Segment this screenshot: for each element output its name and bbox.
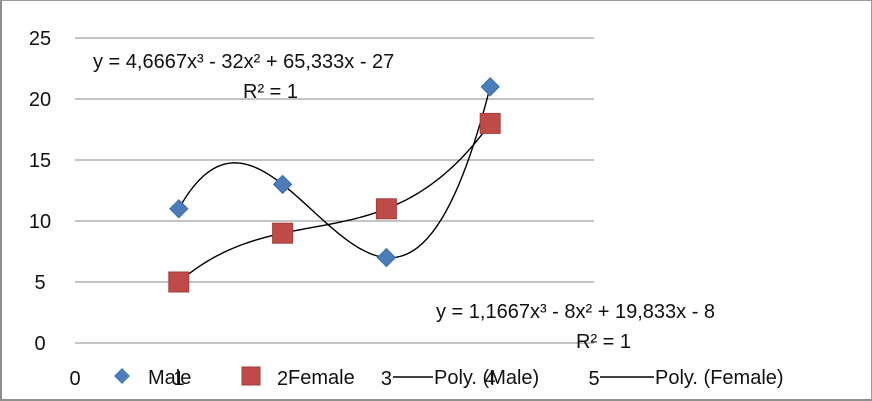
x-tick-4: 4 — [485, 368, 496, 390]
female-r-squared: R² = 1 — [576, 331, 631, 353]
data-points — [168, 77, 501, 293]
legend-poly-male-label: Poly. (Male) — [434, 367, 539, 389]
male-r-squared: R² = 1 — [243, 81, 298, 103]
point-male-3 — [376, 247, 397, 268]
point-female-2 — [272, 222, 294, 244]
trendline-male — [178, 86, 491, 259]
legend-poly-female-label: Poly. (Female) — [655, 367, 784, 389]
x-tick-1: 1 — [173, 368, 184, 390]
female-equation: y = 1,1667x³ - 8x² + 19,833x - 8 — [436, 301, 715, 323]
legend-male-marker — [114, 368, 130, 384]
y-tick-labels: 0 5 10 15 20 25 — [29, 28, 51, 355]
y-tick-0: 0 — [34, 333, 45, 355]
gridlines — [75, 37, 594, 344]
x-tick-0: 0 — [69, 368, 80, 390]
x-tick-labels: 0 1 2 3 4 5 — [69, 368, 599, 390]
legend-female-marker — [241, 366, 261, 386]
trendline-female — [178, 122, 491, 283]
legend-male-label: Male — [148, 367, 191, 389]
legend-female-label: Female — [288, 367, 355, 389]
y-tick-20: 20 — [29, 89, 51, 111]
male-equation: y = 4,6667x³ - 32x² + 65,333x - 27 — [93, 51, 394, 73]
y-tick-10: 10 — [29, 211, 51, 233]
point-female-1 — [168, 271, 190, 293]
y-tick-25: 25 — [29, 28, 51, 50]
point-female-4 — [479, 112, 501, 134]
point-female-3 — [375, 198, 397, 220]
trendlines — [178, 86, 491, 283]
y-tick-15: 15 — [29, 150, 51, 172]
point-male-1 — [169, 199, 189, 219]
x-tick-3: 3 — [381, 368, 392, 390]
point-male-4 — [480, 77, 500, 97]
x-tick-2: 2 — [277, 368, 288, 390]
legend: Male Female Poly. (Male) Poly. (Female) — [114, 366, 784, 389]
x-tick-5: 5 — [588, 368, 599, 390]
point-male-2 — [272, 174, 293, 195]
y-tick-5: 5 — [34, 272, 45, 294]
